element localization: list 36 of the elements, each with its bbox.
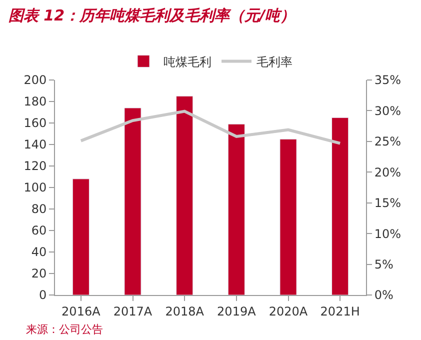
y-tick-label: 140 <box>24 138 47 152</box>
y2-tick-label: 0% <box>374 288 394 302</box>
y-tick-label: 40 <box>31 245 47 260</box>
x-tick-label: 2019A <box>217 304 257 318</box>
bar <box>332 117 349 295</box>
bar <box>228 124 245 295</box>
y-tick-label: 80 <box>31 202 47 216</box>
x-tick-label: 2017A <box>113 304 153 318</box>
legend-label: 毛利率 <box>256 54 292 69</box>
y2-tick-label: 10% <box>374 226 402 241</box>
x-tick-label: 2020A <box>268 304 308 318</box>
line-series <box>79 110 342 145</box>
source-note: 来源：公司公告 <box>26 323 103 336</box>
y-tick-label: 160 <box>24 116 47 130</box>
y-tick-label: 180 <box>24 94 47 109</box>
y2-tick-label: 5% <box>374 257 394 272</box>
y-tick-label: 0 <box>38 288 47 302</box>
y-tick-label: 100 <box>24 180 47 195</box>
y2-tick-label: 35% <box>374 73 402 88</box>
y2-tick-label: 20% <box>374 165 402 180</box>
y-tick-label: 60 <box>31 224 47 238</box>
bar <box>280 138 297 295</box>
bar <box>176 96 194 295</box>
y2-tick-label: 30% <box>374 104 402 118</box>
bar <box>124 108 142 295</box>
y2-tick-label: 15% <box>374 196 402 210</box>
y-tick-label: 20 <box>31 266 47 281</box>
x-tick-label: 2016A <box>62 304 102 318</box>
bar <box>72 178 90 295</box>
y-tick-label: 200 <box>24 73 47 88</box>
legend-label: 吨煤毛利 <box>164 54 212 69</box>
chart-title: 图表 12：历年吨煤毛利及毛利率（元/吨） <box>8 6 295 25</box>
y-tick-label: 120 <box>24 159 47 174</box>
x-tick-label: 2021H <box>320 304 360 318</box>
y2-tick-label: 25% <box>374 134 402 149</box>
x-tick-label: 2018A <box>165 304 205 318</box>
